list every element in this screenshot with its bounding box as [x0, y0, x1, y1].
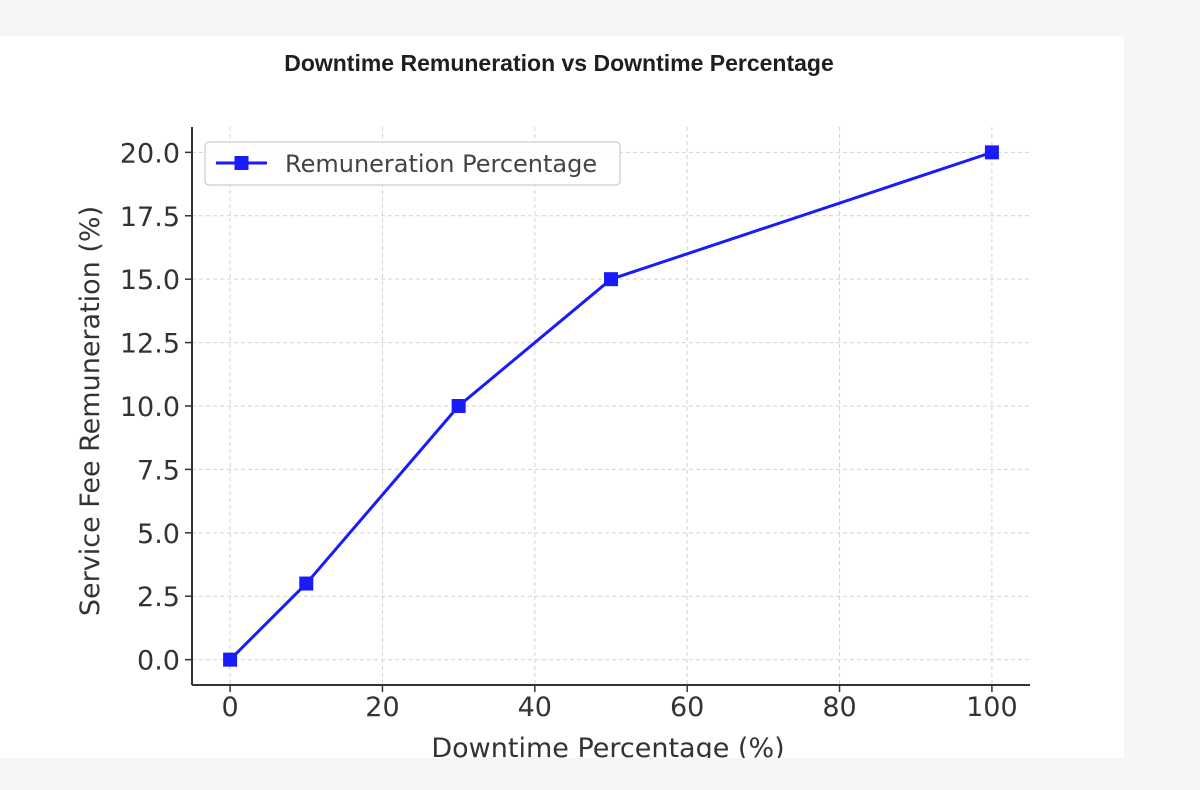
x-axis-title: Downtime Percentage (%) [431, 733, 784, 764]
y-axis-title: Service Fee Remuneration (%) [75, 206, 106, 616]
x-axis-ticks: 0 20 40 60 80 100 [221, 685, 1018, 723]
y-tick-label: 2.5 [137, 582, 180, 613]
legend: Remuneration Percentage [204, 141, 621, 186]
y-tick-label: 5.0 [137, 519, 180, 550]
data-point-marker [451, 399, 466, 413]
x-tick-label: 100 [966, 692, 1018, 723]
y-tick-label: 7.5 [137, 455, 180, 486]
data-point-marker [604, 272, 618, 287]
y-tick-label: 15.0 [120, 265, 180, 296]
legend-marker-swatch [234, 156, 249, 170]
series [223, 145, 999, 667]
data-point-marker [223, 652, 238, 667]
data-point-marker [299, 576, 314, 591]
y-tick-label: 17.5 [120, 202, 180, 233]
y-tick-label: 0.0 [137, 646, 180, 677]
y-axis-ticks: 0.0 2.5 5.0 7.5 10.0 12.5 15.0 17.5 20.0 [120, 138, 192, 677]
axes [191, 127, 1030, 686]
y-tick-label: 20.0 [120, 138, 180, 169]
chart-title: Downtime Remuneration vs Downtime Percen… [284, 50, 834, 76]
series-line [229, 150, 993, 661]
y-tick-label: 10.0 [120, 392, 180, 423]
x-tick-label: 40 [518, 692, 552, 723]
data-point-marker [984, 145, 999, 160]
legend-box [204, 141, 621, 186]
grid [192, 127, 1030, 685]
x-tick-label: 80 [822, 692, 856, 723]
x-tick-label: 60 [670, 692, 704, 723]
x-tick-label: 0 [221, 692, 238, 723]
y-tick-label: 12.5 [120, 329, 180, 360]
x-tick-label: 20 [365, 692, 399, 723]
legend-label: Remuneration Percentage [285, 150, 597, 178]
